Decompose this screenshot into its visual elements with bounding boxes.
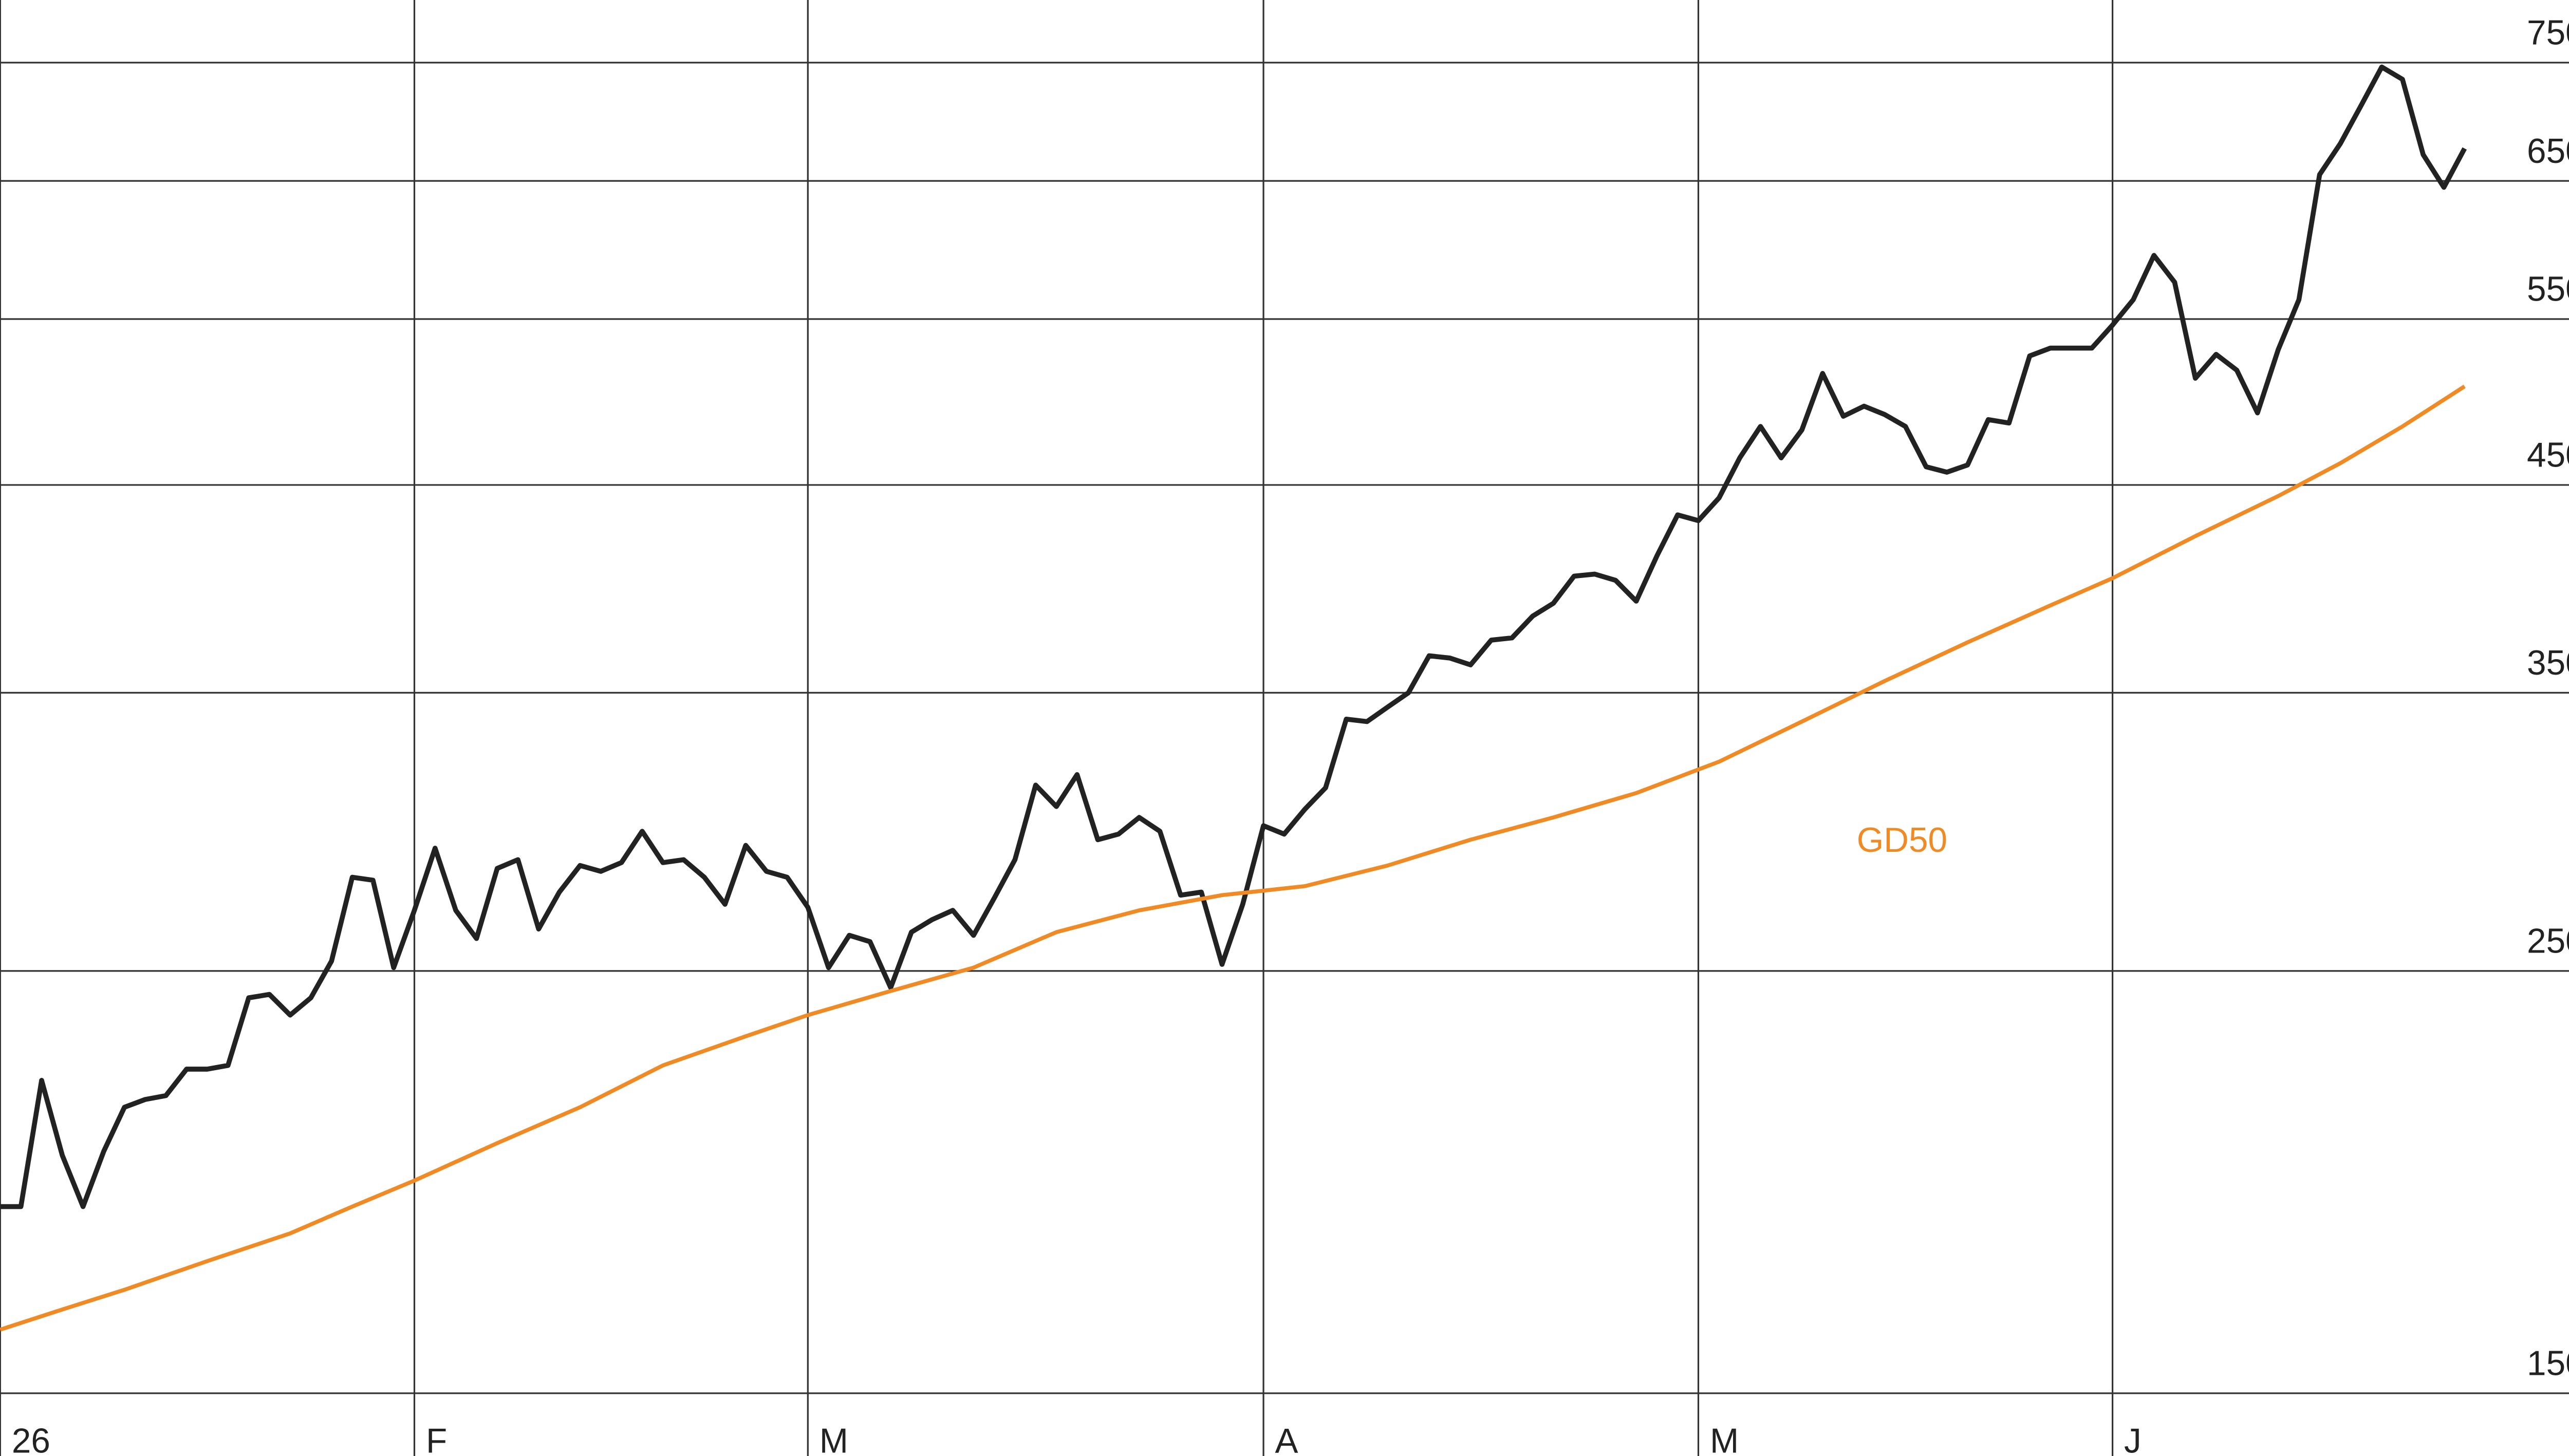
x-tick-label: F <box>426 1422 447 1456</box>
y-tick-label: 550 <box>2527 270 2569 309</box>
y-tick-label: 450 <box>2527 436 2569 475</box>
x-tick-label: M <box>820 1422 848 1456</box>
series-line <box>0 64 2467 1209</box>
y-tick-label: 350 <box>2527 644 2569 682</box>
series-line <box>0 384 2466 1332</box>
y-tick-label: 750 <box>2527 14 2569 52</box>
series-label: GD50 <box>1857 821 1947 860</box>
x-tick-label: M <box>1710 1422 1739 1456</box>
x-tick-label: 26 <box>12 1422 50 1456</box>
x-tick-label: J <box>2124 1422 2142 1456</box>
y-tick-label: 250 <box>2527 922 2569 960</box>
y-tick-label: 650 <box>2527 132 2569 171</box>
x-tick-label: A <box>1275 1422 1298 1456</box>
y-tick-label: 150 <box>2527 1345 2569 1383</box>
